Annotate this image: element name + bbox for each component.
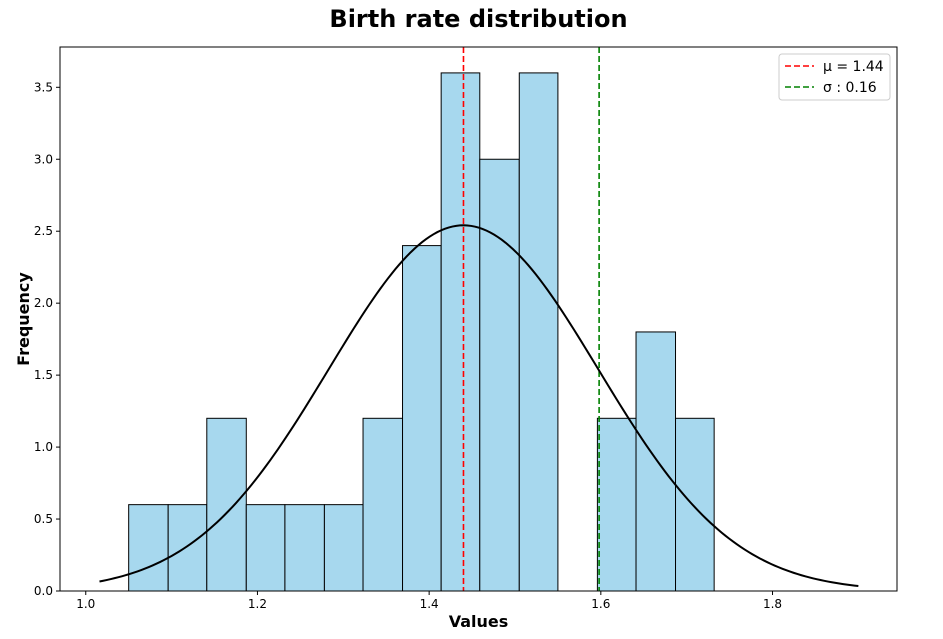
y-tick-label: 3.5 xyxy=(34,80,53,94)
x-tick-label: 1.4 xyxy=(420,597,439,611)
y-tick-label: 1.0 xyxy=(34,440,53,454)
reference-lines-layer xyxy=(462,47,600,591)
legend-entry-label: μ = 1.44 xyxy=(823,59,884,75)
plot-frame xyxy=(59,46,898,592)
chart-title: Birth rate distribution xyxy=(329,5,627,33)
y-tick-label: 1.5 xyxy=(34,368,53,382)
histogram-bar xyxy=(675,417,715,592)
histogram-bar xyxy=(206,417,247,592)
histogram-bar xyxy=(323,504,364,592)
histogram-bar xyxy=(596,417,637,592)
x-tick-label: 1.6 xyxy=(591,597,610,611)
y-tick-label: 3.0 xyxy=(34,152,53,166)
bars-layer xyxy=(128,72,715,592)
normal-curve xyxy=(99,224,859,587)
y-tick-label: 0.5 xyxy=(34,512,53,526)
x-tick-label: 1.0 xyxy=(76,597,95,611)
histogram-bar xyxy=(167,504,208,592)
y-axis-ticks: 0.0 0.5 1.0 1.5 2.0 2.5 3.0 3.5 xyxy=(34,80,60,598)
histogram-bar xyxy=(362,417,404,592)
y-axis-label: Frequency xyxy=(14,272,33,366)
x-axis-label: Values xyxy=(449,612,509,631)
y-tick-label: 2.0 xyxy=(34,296,53,310)
histogram-bar xyxy=(245,504,286,592)
y-tick-label: 2.5 xyxy=(34,224,53,238)
legend-entry-label: σ : 0.16 xyxy=(823,80,877,96)
x-axis-ticks: 1.0 1.2 1.4 1.6 1.8 xyxy=(76,591,782,611)
histogram-bar xyxy=(518,72,559,592)
histogram-bar xyxy=(440,72,481,592)
x-tick-label: 1.2 xyxy=(248,597,267,611)
histogram-bar xyxy=(128,504,169,592)
x-tick-label: 1.8 xyxy=(763,597,782,611)
legend: μ = 1.44 σ : 0.16 xyxy=(778,53,891,101)
histogram-bar xyxy=(479,158,520,592)
histogram-bar xyxy=(402,245,442,592)
histogram-bar xyxy=(284,504,325,592)
y-tick-label: 0.0 xyxy=(34,584,53,598)
histogram-bar xyxy=(635,331,677,592)
